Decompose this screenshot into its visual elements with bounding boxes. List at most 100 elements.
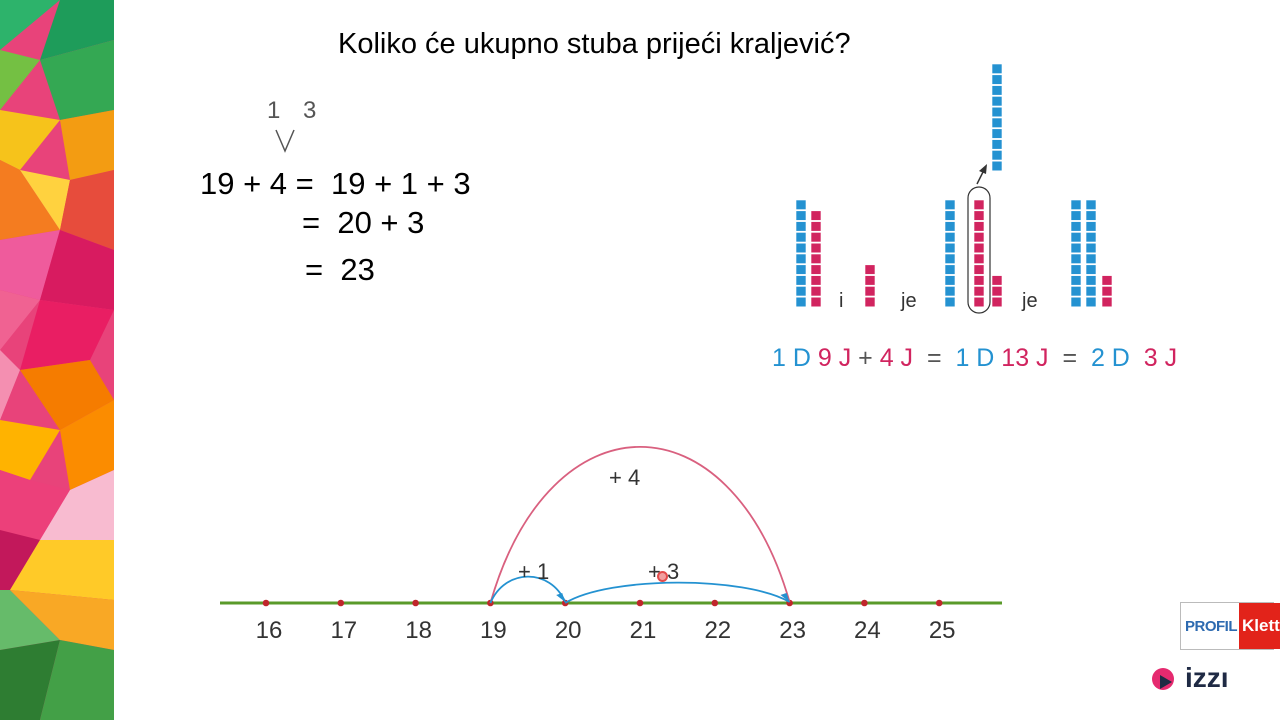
jump-label-plus-1: + 1 bbox=[518, 559, 550, 584]
jump-arc-plus-1-arrowhead-icon bbox=[556, 593, 566, 602]
ones-column-pink-cell bbox=[810, 242, 822, 254]
place-value-equation: 1 D 9 J + 4 J = 1 D 13 J = 2 D 3 J bbox=[772, 344, 1177, 373]
place-value-part: = bbox=[913, 344, 956, 372]
ten-rod-blue-cell bbox=[944, 199, 956, 210]
ten-rod-blue-cell bbox=[795, 199, 807, 210]
ten-rod-blue-cell bbox=[795, 242, 807, 254]
ten-rod-blue-cell bbox=[944, 275, 956, 286]
ten-rod-blue bbox=[1070, 199, 1082, 308]
ten-rod-blue-regrouped-cell bbox=[991, 85, 1003, 96]
ten-rod-pink-grouped-cell bbox=[973, 210, 985, 221]
ten-rod-pink-grouped-cell bbox=[973, 286, 985, 297]
ten-rod-blue-cell bbox=[795, 232, 807, 243]
ten-rod-blue-cell bbox=[795, 210, 807, 221]
number-line-tick-label: 18 bbox=[405, 617, 432, 644]
word-je-1: je bbox=[901, 290, 917, 312]
ones-column-pink-cell bbox=[810, 275, 822, 286]
ones-column-pink-cell bbox=[810, 264, 822, 275]
number-line-tick-label: 24 bbox=[854, 617, 881, 644]
ten-rod-blue-cell bbox=[1070, 242, 1082, 254]
ten-rod-blue-cell bbox=[1085, 286, 1097, 297]
place-value-part: 1 D bbox=[772, 344, 811, 372]
ten-rod-pink-grouped-cell bbox=[973, 264, 985, 275]
place-value-part: + bbox=[851, 344, 880, 372]
number-line-dot bbox=[337, 599, 345, 607]
klett-text: Klett bbox=[1239, 603, 1280, 649]
ones-column-pink bbox=[991, 275, 1003, 308]
ten-rod-pink-grouped-cell bbox=[973, 242, 985, 254]
ten-rod-pink-grouped-cell bbox=[973, 221, 985, 232]
ten-rod-blue bbox=[944, 199, 956, 308]
ten-rod-blue-cell bbox=[1070, 286, 1082, 297]
decomposition-label: 1 3 bbox=[267, 97, 325, 124]
cursor-pointer-icon bbox=[657, 571, 668, 582]
number-line-tick-label: 25 bbox=[928, 617, 956, 644]
place-value-part: 1 D bbox=[955, 344, 995, 372]
jump-arc-plus-1 bbox=[489, 575, 567, 604]
number-line-dot bbox=[262, 599, 270, 607]
equation-line-3: = 23 bbox=[305, 252, 375, 287]
ones-column-pink-cell bbox=[991, 296, 1003, 308]
place-value-part: 3 J bbox=[1129, 344, 1178, 372]
ones-column-pink-cell bbox=[864, 296, 876, 308]
ten-rod-blue-regrouped-cell bbox=[991, 106, 1003, 118]
ones-column-pink-cell bbox=[810, 210, 822, 221]
ten-rod-blue-regrouped-cell bbox=[991, 96, 1003, 107]
ten-rod-pink-grouped-cell bbox=[973, 296, 985, 308]
ten-rod-pink-grouped-cell bbox=[973, 199, 985, 210]
number-line-tick-label: 19 bbox=[480, 617, 507, 644]
ones-column-pink-cell bbox=[991, 275, 1003, 286]
ten-rod-blue-cell bbox=[944, 221, 956, 232]
izzi-logo-icon bbox=[1152, 668, 1174, 690]
ten-rod-blue-cell bbox=[1085, 253, 1097, 264]
ten-rod-blue-cell bbox=[1070, 264, 1082, 275]
ten-rod-blue-regrouped bbox=[991, 63, 1003, 172]
ten-rod-blue-cell bbox=[944, 264, 956, 275]
regroup-arrowhead-icon bbox=[979, 164, 987, 174]
ten-rod-blue-cell bbox=[1070, 232, 1082, 243]
number-line-dot bbox=[711, 599, 719, 607]
ten-rod-pink-grouped bbox=[973, 199, 985, 308]
page-title: Koliko će ukupno stuba prijeći kraljević… bbox=[338, 28, 851, 60]
number-line-tick-label: 22 bbox=[704, 617, 732, 644]
ten-rod-blue-cell bbox=[1085, 264, 1097, 275]
place-value-part: = bbox=[1048, 344, 1091, 372]
ones-column-pink-cell bbox=[1101, 286, 1113, 297]
ten-rod-pink-grouped-cell bbox=[973, 253, 985, 264]
ten-rod-blue-cell bbox=[795, 286, 807, 297]
ten-rod-blue-cell bbox=[1070, 296, 1082, 308]
ten-rod-blue-cell bbox=[1085, 210, 1097, 221]
ones-column-pink-cell bbox=[810, 232, 822, 243]
ten-rod-blue-cell bbox=[795, 296, 807, 308]
ten-rod-blue-cell bbox=[1085, 232, 1097, 243]
ten-rod-pink-grouped-cell bbox=[973, 275, 985, 286]
ten-rod-blue-cell bbox=[944, 232, 956, 243]
number-line-tick-label: 21 bbox=[629, 617, 657, 644]
ten-rod-blue-cell bbox=[1070, 253, 1082, 264]
ten-rod-blue-cell bbox=[944, 286, 956, 297]
equation-line-1: 19 + 4 = 19 + 1 + 3 bbox=[200, 166, 471, 201]
ten-rod-blue bbox=[795, 199, 807, 308]
word-je-2: je bbox=[1022, 290, 1038, 312]
place-value-part: 4 J bbox=[879, 344, 914, 372]
grouping-outline bbox=[967, 186, 991, 314]
ten-rod-blue-cell bbox=[1070, 199, 1082, 210]
ones-column-pink-cell bbox=[864, 286, 876, 297]
ten-rod-blue-regrouped-cell bbox=[991, 128, 1003, 139]
ones-column-pink-cell bbox=[864, 275, 876, 286]
ten-rod-blue-cell bbox=[1070, 210, 1082, 221]
ten-rod-blue-cell bbox=[1085, 199, 1097, 210]
ones-column-pink bbox=[810, 210, 822, 308]
number-line-tick-label: 16 bbox=[255, 617, 283, 644]
ten-rod-blue-regrouped-cell bbox=[991, 117, 1003, 128]
ten-rod-blue-cell bbox=[944, 296, 956, 308]
number-line-tick-label: 20 bbox=[554, 617, 582, 644]
ones-column-pink-cell bbox=[810, 286, 822, 297]
jump-arc-plus-3 bbox=[564, 581, 791, 604]
ones-column-pink-cell bbox=[810, 296, 822, 308]
ones-column-pink-cell bbox=[991, 286, 1003, 297]
place-value-part: 9 J bbox=[810, 344, 852, 372]
ten-rod-blue-cell bbox=[944, 253, 956, 264]
